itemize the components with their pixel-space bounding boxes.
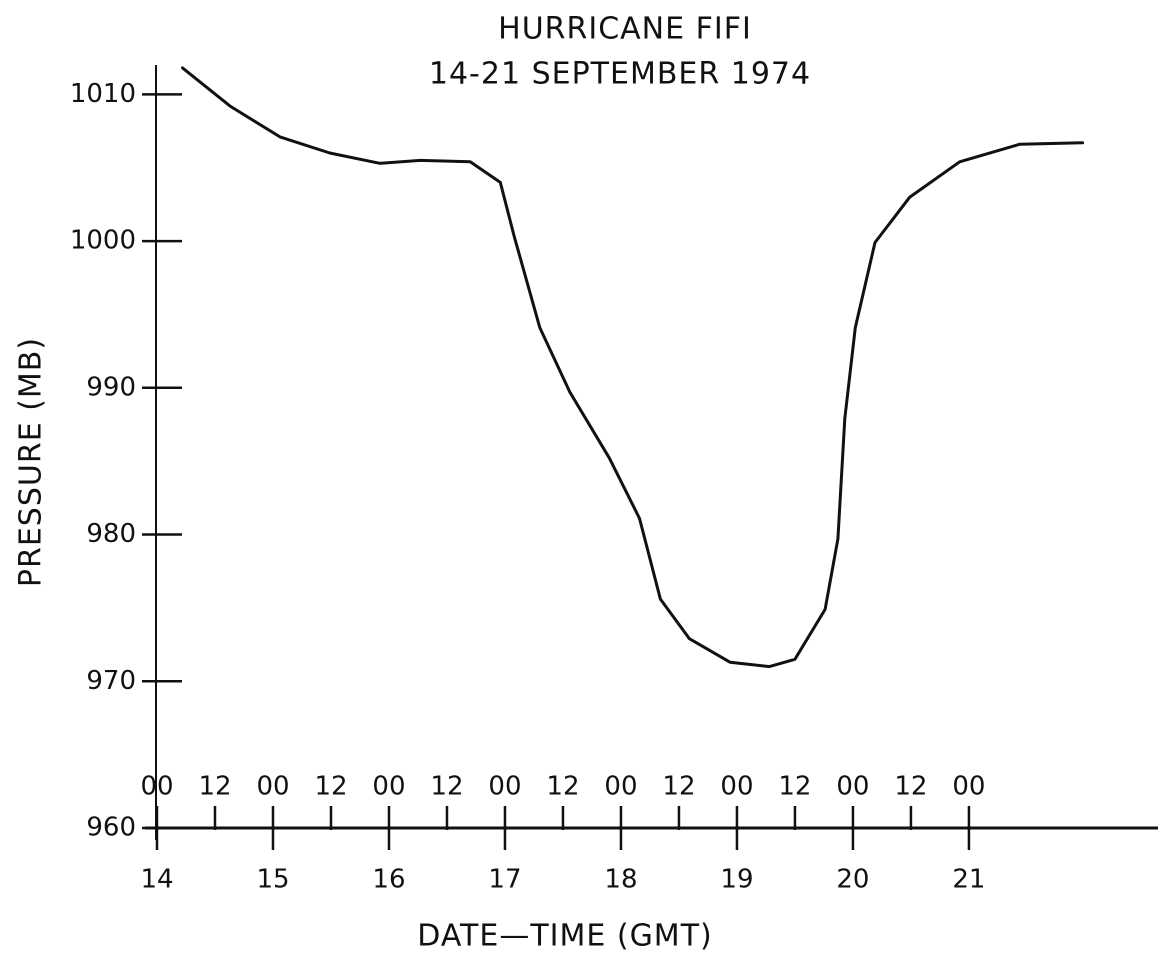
x-tick-label: 00: [836, 772, 869, 802]
x-tick-label: 00: [952, 772, 985, 802]
x-tick-label: 00: [720, 772, 753, 802]
x-tick-label: 00: [488, 772, 521, 802]
x-axis-label: DATE—TIME (GMT): [417, 919, 712, 953]
x-day-label: 21: [952, 865, 985, 895]
y-axis-label: PRESSURE (MB): [14, 337, 49, 587]
x-tick-label: 00: [372, 772, 405, 802]
x-day-label: 20: [836, 865, 869, 895]
y-tick-label: 960: [86, 813, 136, 843]
x-day-label: 18: [604, 865, 637, 895]
chart-title: HURRICANE FIFI: [498, 12, 752, 47]
x-tick-label: 12: [662, 772, 695, 802]
y-tick-label: 970: [86, 666, 136, 696]
x-day-label: 16: [372, 865, 405, 895]
x-day-label: 17: [488, 865, 521, 895]
x-day-label: 14: [140, 865, 173, 895]
x-tick-label: 12: [894, 772, 927, 802]
x-tick-label: 12: [198, 772, 231, 802]
chart-subtitle: 14-21 SEPTEMBER 1974: [429, 57, 811, 92]
y-tick-label: 980: [86, 519, 136, 549]
x-tick-label: 12: [314, 772, 347, 802]
x-tick-label: 00: [140, 772, 173, 802]
y-tick-label: 1010: [70, 79, 136, 109]
x-day-label: 15: [256, 865, 289, 895]
x-tick-label: 00: [256, 772, 289, 802]
x-tick-label: 00: [604, 772, 637, 802]
x-tick-label: 12: [546, 772, 579, 802]
pressure-line: [181, 66, 1085, 669]
x-tick-label: 12: [778, 772, 811, 802]
x-tick-label: 12: [430, 772, 463, 802]
y-tick-label: 990: [86, 372, 136, 402]
x-day-label: 19: [720, 865, 753, 895]
y-tick-label: 1000: [70, 226, 136, 256]
